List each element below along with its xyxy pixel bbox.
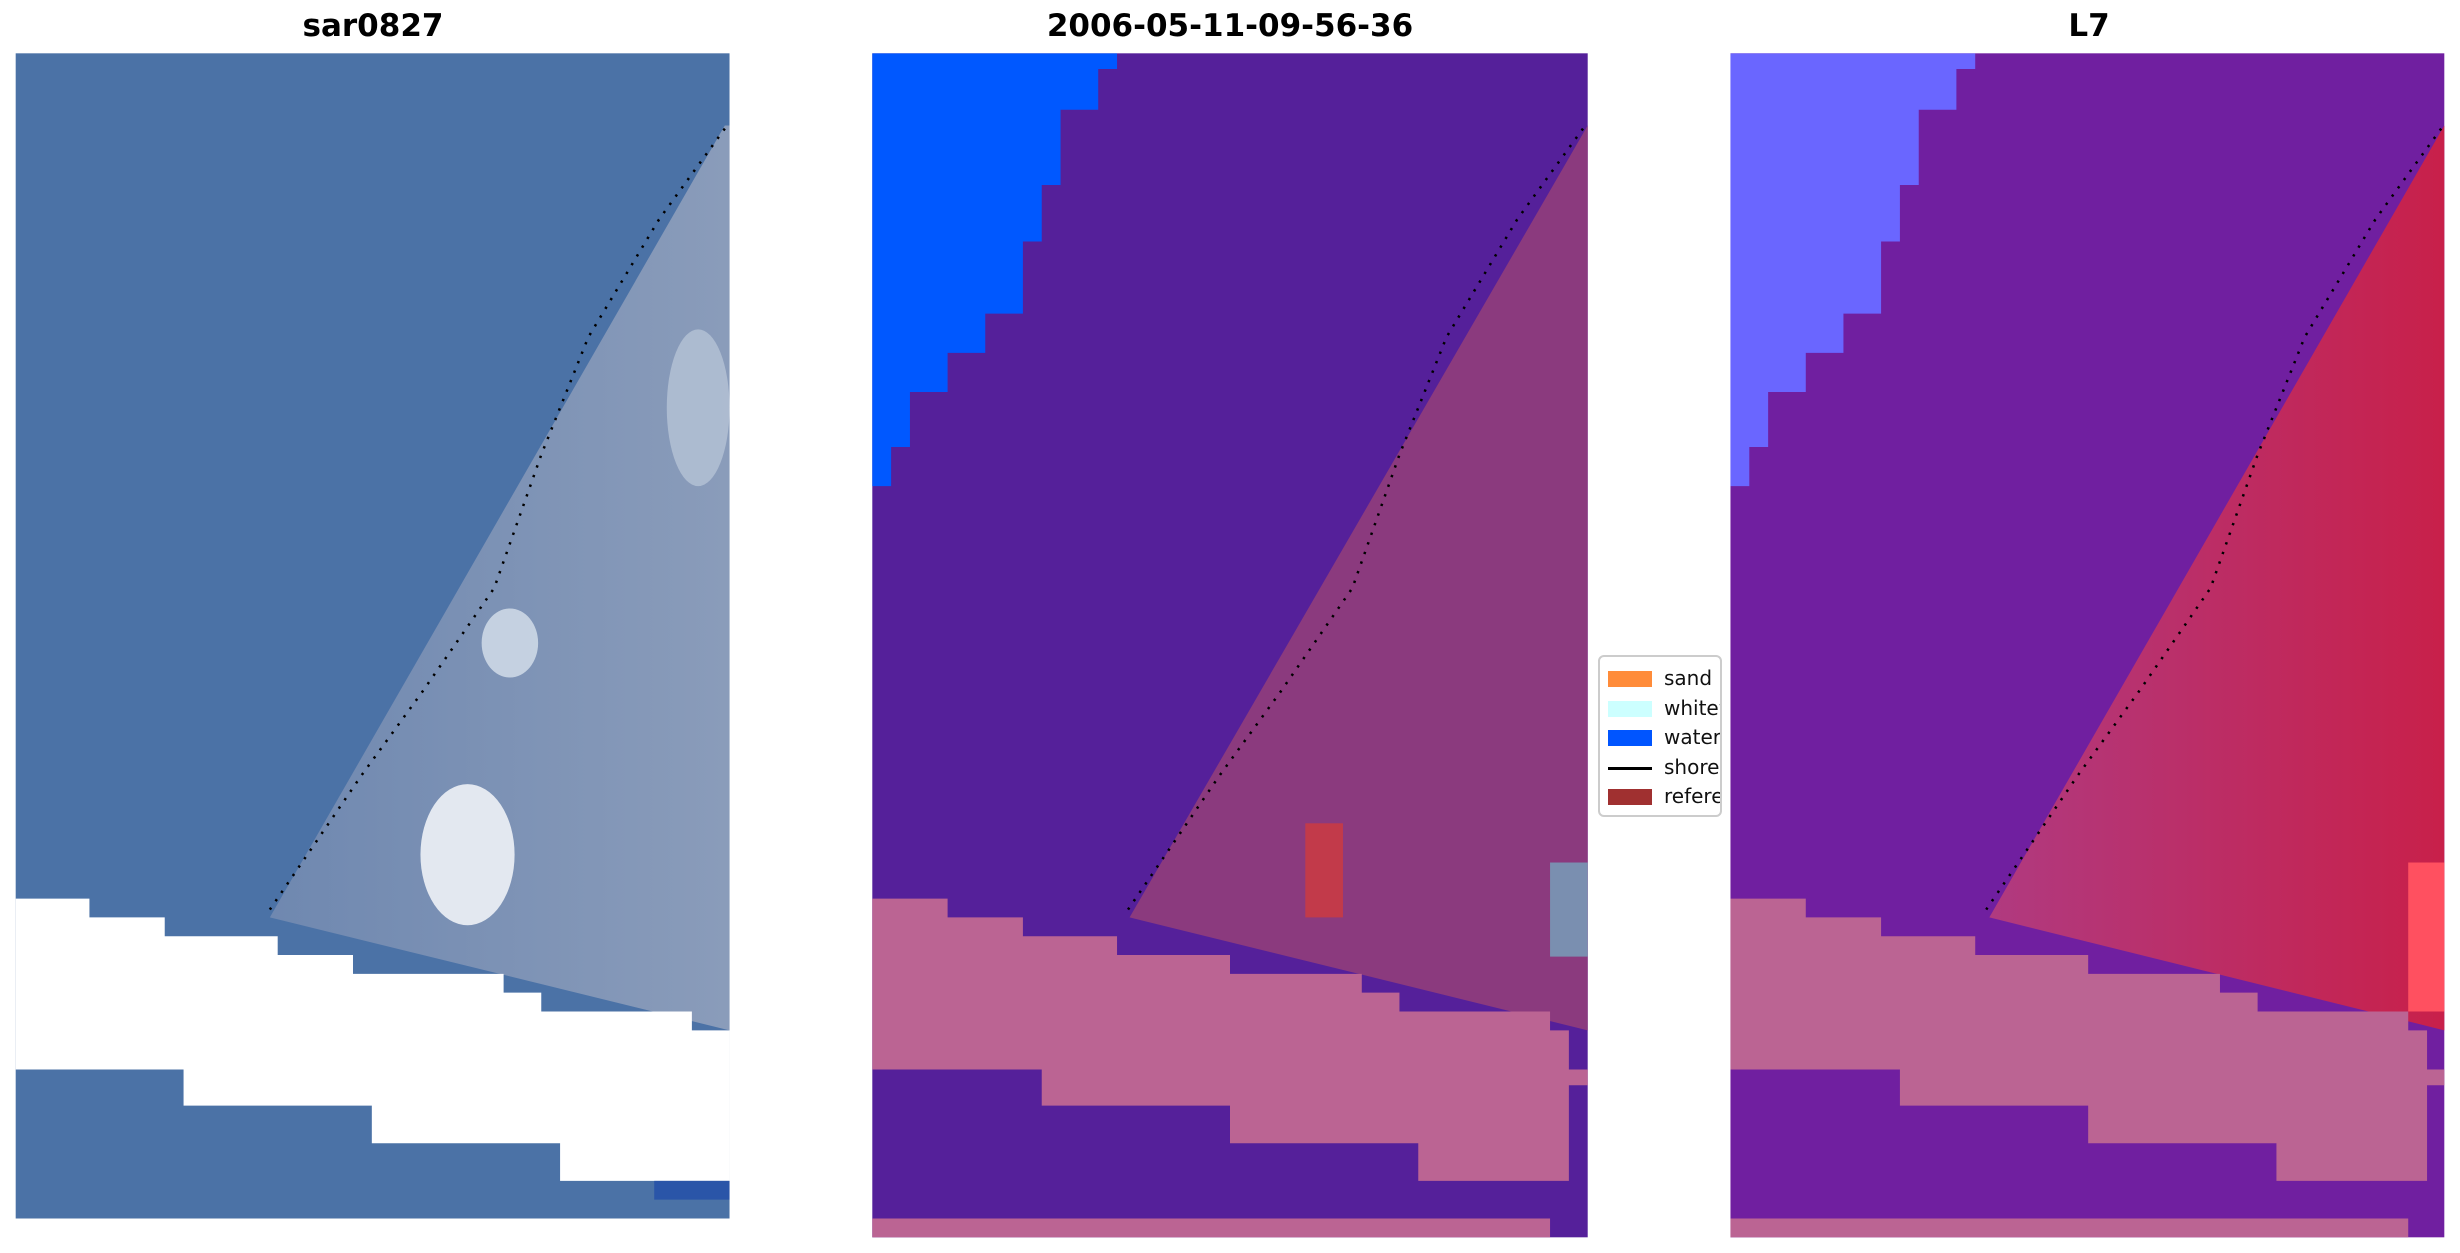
sar-nodata (15, 898, 730, 1181)
legend-label: water (1664, 725, 1721, 749)
sar-land (269, 125, 730, 1031)
l7-water (1730, 53, 1976, 487)
legend-item: water (1600, 722, 1721, 752)
legend-label: referen (1664, 784, 1720, 808)
sar-bright-spot (481, 608, 539, 678)
sar-dark-pixels (654, 1180, 730, 1200)
panel-l7 (1730, 53, 2445, 1238)
legend-swatch (1608, 671, 1652, 687)
legend-label: shorel (1664, 754, 1722, 779)
class-land (1129, 125, 1588, 1031)
panel-classified (872, 53, 1588, 1238)
l7-land (1989, 125, 2445, 1031)
sar-bright-spot (666, 329, 730, 487)
class-pink-strip (872, 1218, 1551, 1238)
panel-title-l7: L7 (2068, 8, 2110, 44)
class-pink-band (872, 898, 1588, 1181)
legend-item: shorel (1600, 752, 1722, 782)
legend-label: sand (1664, 666, 1713, 690)
panel-sar (15, 53, 730, 1219)
class-water (872, 53, 1118, 487)
class-reference (1305, 823, 1343, 918)
legend-swatch (1608, 730, 1652, 746)
panel-title-classified: 2006-05-11-09-56-36 (1046, 8, 1414, 44)
class-edge-pixels (1550, 862, 1588, 957)
legend-swatch (1608, 789, 1652, 805)
legend-swatch (1608, 700, 1652, 717)
legend-item: referen (1600, 781, 1720, 811)
l7-pink-band (1730, 898, 2445, 1181)
sar-bright-spot (420, 784, 515, 926)
legend-item: sand (1600, 663, 1720, 693)
legend-swatch (1608, 766, 1652, 770)
l7-pink-strip (1730, 1218, 2409, 1238)
panel-title-sar: sar0827 (302, 8, 444, 44)
l7-edge-pixels (2408, 862, 2445, 1012)
